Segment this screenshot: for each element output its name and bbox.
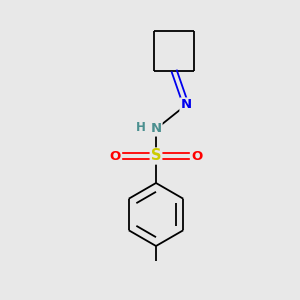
Text: H: H bbox=[136, 121, 145, 134]
Text: N: N bbox=[180, 98, 192, 112]
Text: S: S bbox=[151, 148, 161, 164]
Text: N: N bbox=[150, 122, 162, 136]
Text: O: O bbox=[110, 149, 121, 163]
Text: O: O bbox=[191, 149, 202, 163]
